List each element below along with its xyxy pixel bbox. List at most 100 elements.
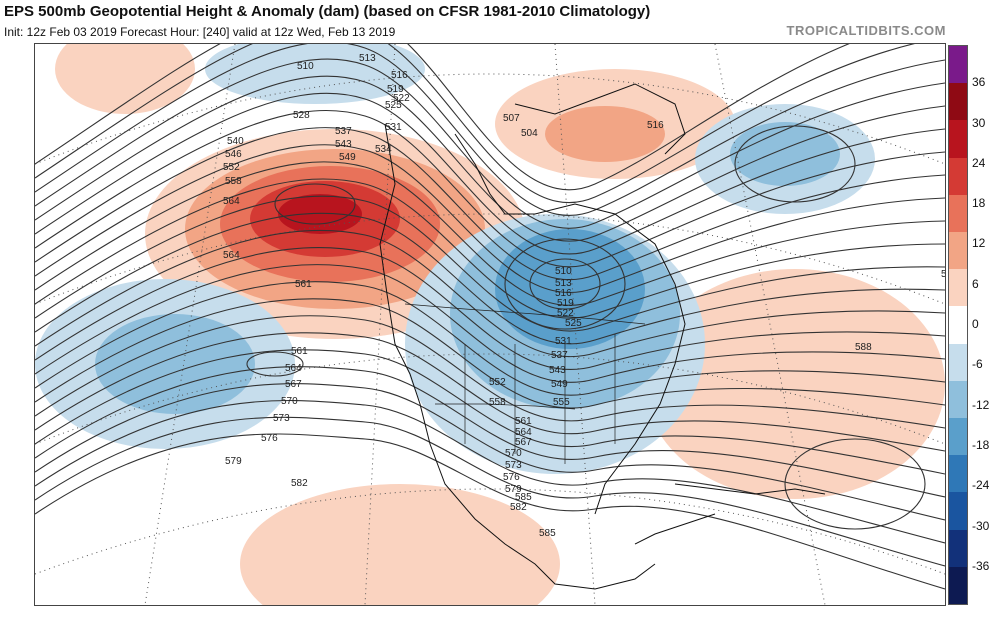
closed-contour: [504, 238, 626, 330]
contour-label: 507: [503, 113, 520, 124]
closed-contour: [246, 351, 304, 377]
height-contour-line: [35, 349, 945, 475]
contour-label: 522: [557, 308, 574, 319]
contour-label: 516: [555, 288, 572, 299]
contour-label: 558: [489, 397, 506, 408]
colorbar-segment: [949, 269, 967, 307]
contour-label: 549: [339, 152, 356, 163]
contour-label: 579: [225, 456, 242, 467]
colorbar-segment: [949, 380, 967, 419]
contour-label: 555: [553, 397, 570, 408]
contour-label: 510: [555, 266, 572, 277]
contour-label: 579: [505, 484, 522, 495]
contour-label: 534: [375, 144, 392, 155]
contour-label: 585: [515, 492, 532, 503]
height-contour-line: [35, 44, 850, 191]
chart-subtitle: Init: 12z Feb 03 2019 Forecast Hour: [24…: [4, 25, 396, 39]
height-contour-line: [35, 92, 945, 255]
height-contour-line: [35, 75, 945, 242]
colorbar-segment: [949, 492, 967, 531]
contour-label: 561: [291, 346, 308, 357]
positive-anomaly-shading: [55, 44, 945, 605]
colorbar-tick-label: 30: [972, 115, 986, 130]
contour-label: 516: [391, 70, 408, 81]
contour-label: 567: [515, 437, 532, 448]
height-contours: [35, 44, 945, 590]
political-borders: [404, 303, 646, 464]
contour-label: 528: [293, 110, 310, 121]
closed-contour: [529, 258, 601, 310]
height-contour-line: [35, 433, 945, 590]
contour-label: 585: [941, 269, 945, 280]
site-credit[interactable]: TROPICALTIDBITS.COM: [786, 23, 946, 38]
height-contour-line: [35, 109, 945, 268]
contour-label: 543: [549, 365, 566, 376]
contour-label: 564: [515, 427, 532, 438]
contour-label: 564: [223, 250, 240, 261]
height-contour-line: [35, 246, 945, 371]
colorbar-segment: [949, 566, 967, 605]
contour-label: 567: [285, 379, 302, 390]
contour-label: 564: [285, 363, 302, 374]
height-contour-line: [35, 332, 945, 452]
colorbar-segment: [949, 343, 967, 382]
negative-anomaly-shading: [35, 44, 875, 474]
height-contour-line: [35, 178, 945, 319]
colorbar-tick-label: -36: [972, 558, 990, 573]
closed-contour: [784, 438, 926, 530]
colorbar-segment: [949, 418, 967, 456]
closed-contour: [274, 183, 356, 225]
closed-contour: [734, 125, 856, 203]
contour-label: 585: [539, 528, 556, 539]
chart-title: EPS 500mb Geopotential Height & Anomaly …: [4, 3, 651, 20]
contour-label: 543: [335, 139, 352, 150]
coastlines: [379, 83, 826, 590]
height-contour-line: [35, 366, 945, 498]
colorbar-segment: [949, 157, 967, 196]
colorbar-segment: [949, 46, 967, 84]
contour-label: 549: [551, 379, 568, 390]
height-contour-line: [35, 44, 916, 204]
contour-label: 537: [551, 350, 568, 361]
contour-label: 564: [223, 196, 240, 207]
colorbar-tick-label: 36: [972, 75, 986, 90]
colorbar-segment: [949, 120, 967, 159]
contour-label: 537: [335, 126, 352, 137]
height-contour-line: [35, 281, 945, 396]
contour-label: 540: [227, 136, 244, 147]
contour-label: 582: [291, 478, 308, 489]
colorbar-tick-label: 6: [972, 276, 979, 291]
contour-label: 510: [297, 61, 314, 72]
height-contour-line: [35, 195, 945, 332]
colorbar-segment: [949, 306, 967, 345]
contour-label: 513: [359, 53, 376, 64]
colorbar-segment: [949, 232, 967, 270]
contour-label: 588: [855, 342, 872, 353]
height-contour-line: [35, 229, 945, 358]
map-panel: 510 513 516 519 522 525 528 531 537 543 549 540 546 5…: [34, 43, 946, 606]
colorbar-segment: [949, 83, 967, 121]
contour-label: 558: [225, 176, 242, 187]
contour-label: 552: [489, 377, 506, 388]
colorbar-tick-label: 12: [972, 236, 986, 251]
colorbar-tick-label: -24: [972, 478, 990, 493]
colorbar-tick-label: -6: [972, 357, 983, 372]
contour-label: 570: [281, 396, 298, 407]
contour-label: 573: [273, 413, 290, 424]
contour-label: 582: [510, 502, 527, 513]
contour-label: 570: [505, 448, 522, 459]
contour-label: 522: [393, 93, 410, 104]
height-contour-line: [35, 127, 945, 281]
contour-label: 513: [555, 278, 572, 289]
contour-label: 531: [385, 122, 402, 133]
colorbar-segment: [949, 455, 967, 493]
contour-label: 519: [387, 84, 404, 95]
contour-label: 516: [647, 120, 664, 131]
contour-label: 552: [223, 162, 240, 173]
colorbar-tick-label: -30: [972, 518, 990, 533]
colorbar-segment: [949, 529, 967, 568]
height-contour-line: [35, 383, 945, 521]
anomaly-colorbar: [948, 45, 968, 605]
height-contour-line: [35, 144, 945, 294]
height-contour-line: [35, 44, 945, 217]
